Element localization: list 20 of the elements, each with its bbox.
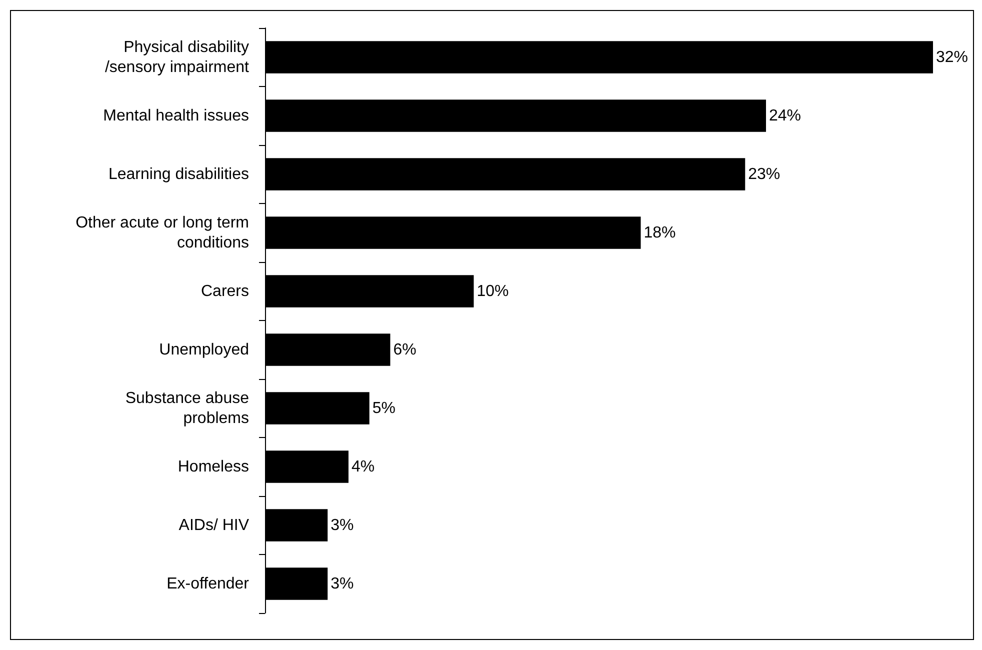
y-tick-label: Learning disabilities [108, 166, 249, 183]
data-label: 32% [936, 48, 968, 66]
data-label: 3% [330, 575, 354, 592]
data-label: 23% [748, 166, 780, 183]
data-label: 5% [372, 400, 396, 417]
data-label: 18% [644, 224, 676, 242]
data-label: 10% [476, 282, 509, 300]
y-tick-label: Physical disability /sensory impairment [104, 38, 250, 76]
data-label: 3% [330, 516, 354, 534]
y-tick-label: Homeless [178, 458, 249, 476]
y-tick-label: Unemployed [159, 341, 249, 358]
data-label: 4% [352, 458, 375, 476]
y-tick-label: Mental health issues [103, 107, 249, 124]
y-tick-label: AIDs/ HIV [178, 516, 250, 534]
y-tick-label: Carers [200, 282, 249, 300]
y-tick-label: Other acute or long term conditions [76, 214, 249, 252]
y-tick-label: Ex-offender [166, 575, 250, 592]
data-label: 24% [769, 107, 802, 124]
y-tick-label: Substance abuse problems [125, 390, 250, 427]
data-label: 6% [393, 341, 416, 358]
